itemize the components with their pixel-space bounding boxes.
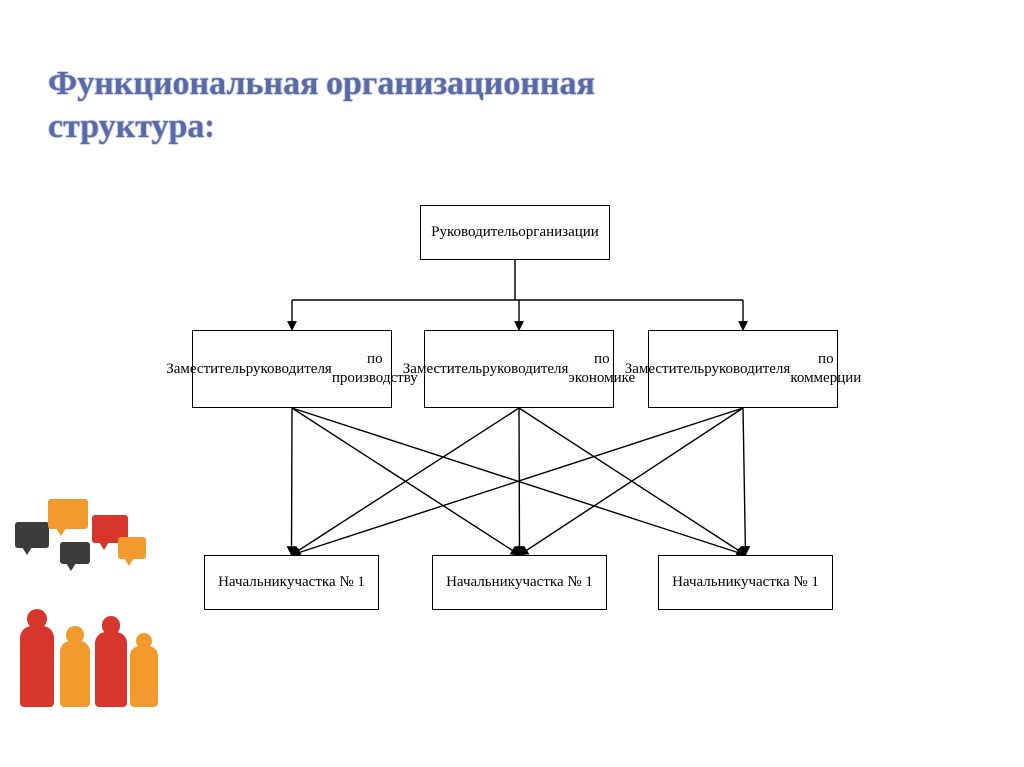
node-label-line: Начальник <box>218 573 287 592</box>
page-title: Функциональная организационная структура… <box>48 62 595 147</box>
node-label-line: участка № 1 <box>741 573 819 592</box>
org-node-dep1: Заместительруководителяпо производству <box>192 330 392 408</box>
title-line-1: Функциональная организационная <box>48 63 595 103</box>
node-label-line: участка № 1 <box>287 573 365 592</box>
deco-person <box>95 619 127 707</box>
deco-person-body <box>20 626 54 707</box>
org-node-dep2: Заместительруководителяпо экономике <box>424 330 614 408</box>
title-line-2: структура: <box>48 106 214 146</box>
node-label-line: Заместитель <box>625 360 704 379</box>
deco-person <box>60 629 90 707</box>
deco-speech-bubble <box>15 522 49 548</box>
decorative-people-graphic <box>0 487 180 707</box>
node-label-line: Руководитель <box>431 223 518 242</box>
deco-person <box>20 612 54 707</box>
deco-person-body <box>130 646 158 707</box>
deco-person <box>130 635 158 707</box>
node-label-line: руководителя <box>482 360 568 379</box>
node-label-line: руководителя <box>704 360 790 379</box>
deco-speech-bubble <box>60 542 90 564</box>
node-label-line: по коммерции <box>790 350 861 388</box>
node-label-line: Заместитель <box>166 360 245 379</box>
node-label-line: Начальник <box>672 573 741 592</box>
org-node-dep3: Заместительруководителяпо коммерции <box>648 330 838 408</box>
node-label-line: Начальник <box>446 573 515 592</box>
node-label-line: Заместитель <box>403 360 482 379</box>
deco-person-body <box>60 641 90 707</box>
deco-speech-bubble <box>118 537 146 559</box>
deco-person-body <box>95 632 127 707</box>
org-node-sec3: Начальникучастка № 1 <box>658 555 833 610</box>
node-label-line: руководителя <box>246 360 332 379</box>
node-label-line: организации <box>518 223 599 242</box>
node-label-line: участка № 1 <box>515 573 593 592</box>
org-node-sec2: Начальникучастка № 1 <box>432 555 607 610</box>
org-node-sec1: Начальникучастка № 1 <box>204 555 379 610</box>
org-node-root: Руководительорганизации <box>420 205 610 260</box>
deco-speech-bubble <box>48 499 88 529</box>
